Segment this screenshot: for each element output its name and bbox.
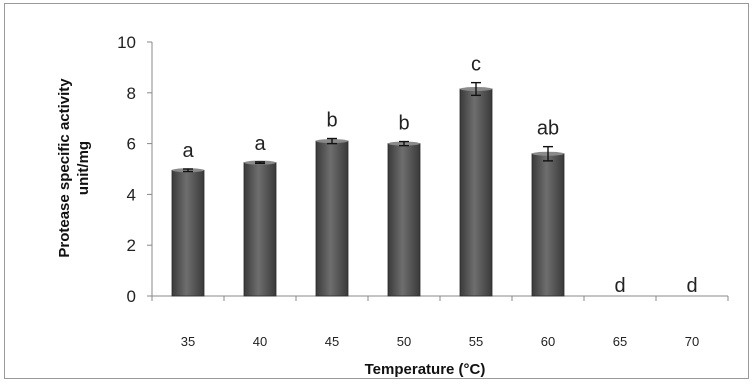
significance-letter: b	[326, 110, 337, 132]
bars	[171, 81, 565, 297]
bar-45	[315, 140, 349, 297]
chart-frame	[4, 3, 749, 379]
significance-letter: d	[686, 275, 697, 297]
y-tick-label: 10	[117, 33, 136, 52]
y-tick-label: 2	[127, 236, 136, 255]
x-tick-label: 70	[685, 334, 699, 349]
bar-55	[459, 88, 493, 297]
significance-letter: ab	[537, 118, 559, 140]
bar-40	[243, 162, 277, 297]
y-tick-label: 4	[127, 185, 136, 204]
x-tick-label: 50	[397, 334, 411, 349]
x-axis-label: Temperature (°C)	[365, 361, 486, 378]
y-tick-label: 8	[127, 84, 136, 103]
significance-letter: d	[614, 275, 625, 297]
significance-letter: b	[398, 113, 409, 135]
bar-35	[171, 169, 205, 297]
x-tick-label: 35	[181, 334, 195, 349]
bar-60	[531, 153, 565, 297]
significance-letter: c	[471, 54, 481, 76]
x-tick-label: 65	[613, 334, 627, 349]
bar-50	[387, 143, 421, 297]
y-axis-label-line2: unit/mg	[75, 141, 92, 195]
y-tick-label: 6	[127, 135, 136, 154]
significance-letter: a	[182, 140, 194, 162]
axes	[147, 41, 729, 301]
x-tick-label: 40	[253, 334, 267, 349]
x-tick-label: 55	[469, 334, 483, 349]
x-tick-label: 45	[325, 334, 339, 349]
y-tick-label: 0	[127, 287, 136, 306]
y-axis-label-line1: Protease specific activity	[56, 78, 73, 258]
tick-labels: 0 2 4 6 8 10 35 a 40 a 45 b 50 b 55 c 60 ab 65 d 70 d	[117, 33, 699, 349]
significance-letter: a	[254, 133, 266, 155]
x-tick-label: 60	[541, 334, 555, 349]
